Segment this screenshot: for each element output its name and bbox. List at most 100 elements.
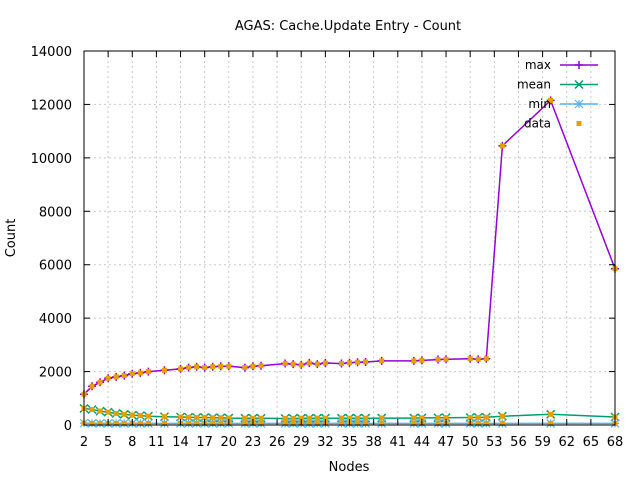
data-point-data <box>258 415 264 421</box>
data-point-data <box>419 357 425 363</box>
data-point-data <box>161 367 167 373</box>
data-point-data <box>548 97 554 103</box>
data-point-data <box>355 415 361 421</box>
data-point-data <box>242 365 248 371</box>
y-tick-label: 14000 <box>31 45 72 60</box>
data-point-data <box>483 420 489 426</box>
data-point-data <box>186 420 192 426</box>
y-tick-label: 2000 <box>39 366 72 381</box>
x-tick-label: 5 <box>104 435 112 450</box>
legend-marker-data <box>576 121 582 126</box>
data-point-data <box>411 358 417 364</box>
data-point-data <box>338 415 344 421</box>
chart-title: AGAS: Cache.Update Entry - Count <box>235 19 461 34</box>
data-point-data <box>105 375 111 381</box>
x-tick-label: 62 <box>558 435 575 450</box>
x-tick-label: 26 <box>269 435 286 450</box>
data-point-data <box>548 420 554 426</box>
legend-label-mean: mean <box>517 78 551 92</box>
data-point-data <box>338 361 344 367</box>
data-point-data <box>113 374 119 380</box>
data-point-data <box>282 361 288 367</box>
data-point-data <box>290 361 296 367</box>
data-point-data <box>443 415 449 421</box>
data-point-data <box>137 420 143 426</box>
data-point-data <box>298 362 304 368</box>
data-point-data <box>347 360 352 366</box>
data-point-data <box>363 420 369 426</box>
data-point-data <box>129 412 135 418</box>
data-point-data <box>363 415 369 421</box>
x-tick-label: 53 <box>486 435 503 450</box>
x-tick-label: 23 <box>245 435 262 450</box>
data-point-data <box>475 414 481 420</box>
y-axis-label: Count <box>4 219 19 258</box>
data-point-data <box>411 415 417 421</box>
data-point-data <box>218 420 224 426</box>
y-tick-label: 10000 <box>31 152 72 167</box>
x-tick-label: 59 <box>534 435 551 450</box>
data-point-data <box>314 415 320 421</box>
x-tick-label: 35 <box>341 435 358 450</box>
data-point-data <box>145 413 151 419</box>
y-tick-label: 6000 <box>39 259 72 274</box>
legend-label-max: max <box>525 58 551 72</box>
data-point-data <box>258 420 264 426</box>
data-point-data <box>306 415 312 421</box>
data-point-data <box>290 420 296 426</box>
data-point-data <box>338 420 344 426</box>
data-point-data <box>475 420 481 426</box>
legend-marker-mean <box>574 79 584 90</box>
data-point-data <box>121 420 127 426</box>
legend-marker-min <box>574 99 584 109</box>
data-point-data <box>379 358 385 364</box>
data-point-data <box>202 365 208 371</box>
data-point-data <box>178 414 184 420</box>
data-point-data <box>113 411 119 417</box>
data-point-data <box>194 415 200 421</box>
data-point-data <box>419 415 425 421</box>
data-point-data <box>218 415 224 421</box>
x-axis: 2 5 8 11 14 17 20 23 26 29 32 35 38 41 44 47 50 53 56 59 62 6… <box>80 51 623 450</box>
data-point-data <box>306 420 312 426</box>
data-point-data <box>97 420 103 426</box>
legend-label-min: min <box>528 97 551 111</box>
data-point-data <box>113 420 119 426</box>
data-point-data <box>314 361 320 367</box>
data-point-data <box>161 420 167 426</box>
data-point-data <box>145 369 151 375</box>
data-point-data <box>467 415 473 421</box>
data-point-data <box>121 373 127 379</box>
x-tick-label: 32 <box>317 435 334 450</box>
data-point-data <box>250 363 256 369</box>
data-point-data <box>89 407 95 413</box>
data-point-data <box>178 366 184 372</box>
data-point-data <box>218 363 224 369</box>
x-tick-label: 38 <box>365 435 382 450</box>
data-point-data <box>89 420 95 426</box>
data-point-data <box>499 413 505 419</box>
data-point-data <box>129 371 135 377</box>
data-point-data <box>314 420 320 426</box>
data-point-data <box>194 364 200 370</box>
x-tick-label: 29 <box>293 435 310 450</box>
data-point-data <box>210 420 216 426</box>
x-tick-label: 56 <box>510 435 527 450</box>
data-point-data <box>483 414 489 420</box>
data-point-data <box>242 415 248 421</box>
y-axis: 0 2000 4000 6000 8000 10000 12000 14000 <box>31 45 615 434</box>
data-point-data <box>226 415 232 421</box>
data-point-data <box>379 415 385 421</box>
legend-marker-max <box>575 61 583 69</box>
data-point-data <box>161 414 167 420</box>
data-point-data <box>363 359 369 365</box>
data-point-data <box>322 415 328 421</box>
data-point-data <box>242 420 248 426</box>
legend-label-data: data <box>524 117 551 131</box>
data-point-data <box>210 364 216 370</box>
data-point-data <box>475 356 481 362</box>
data-point-data <box>89 383 95 389</box>
data-point-data <box>322 360 328 366</box>
data-point-data <box>202 415 208 421</box>
x-tick-label: 11 <box>148 435 165 450</box>
